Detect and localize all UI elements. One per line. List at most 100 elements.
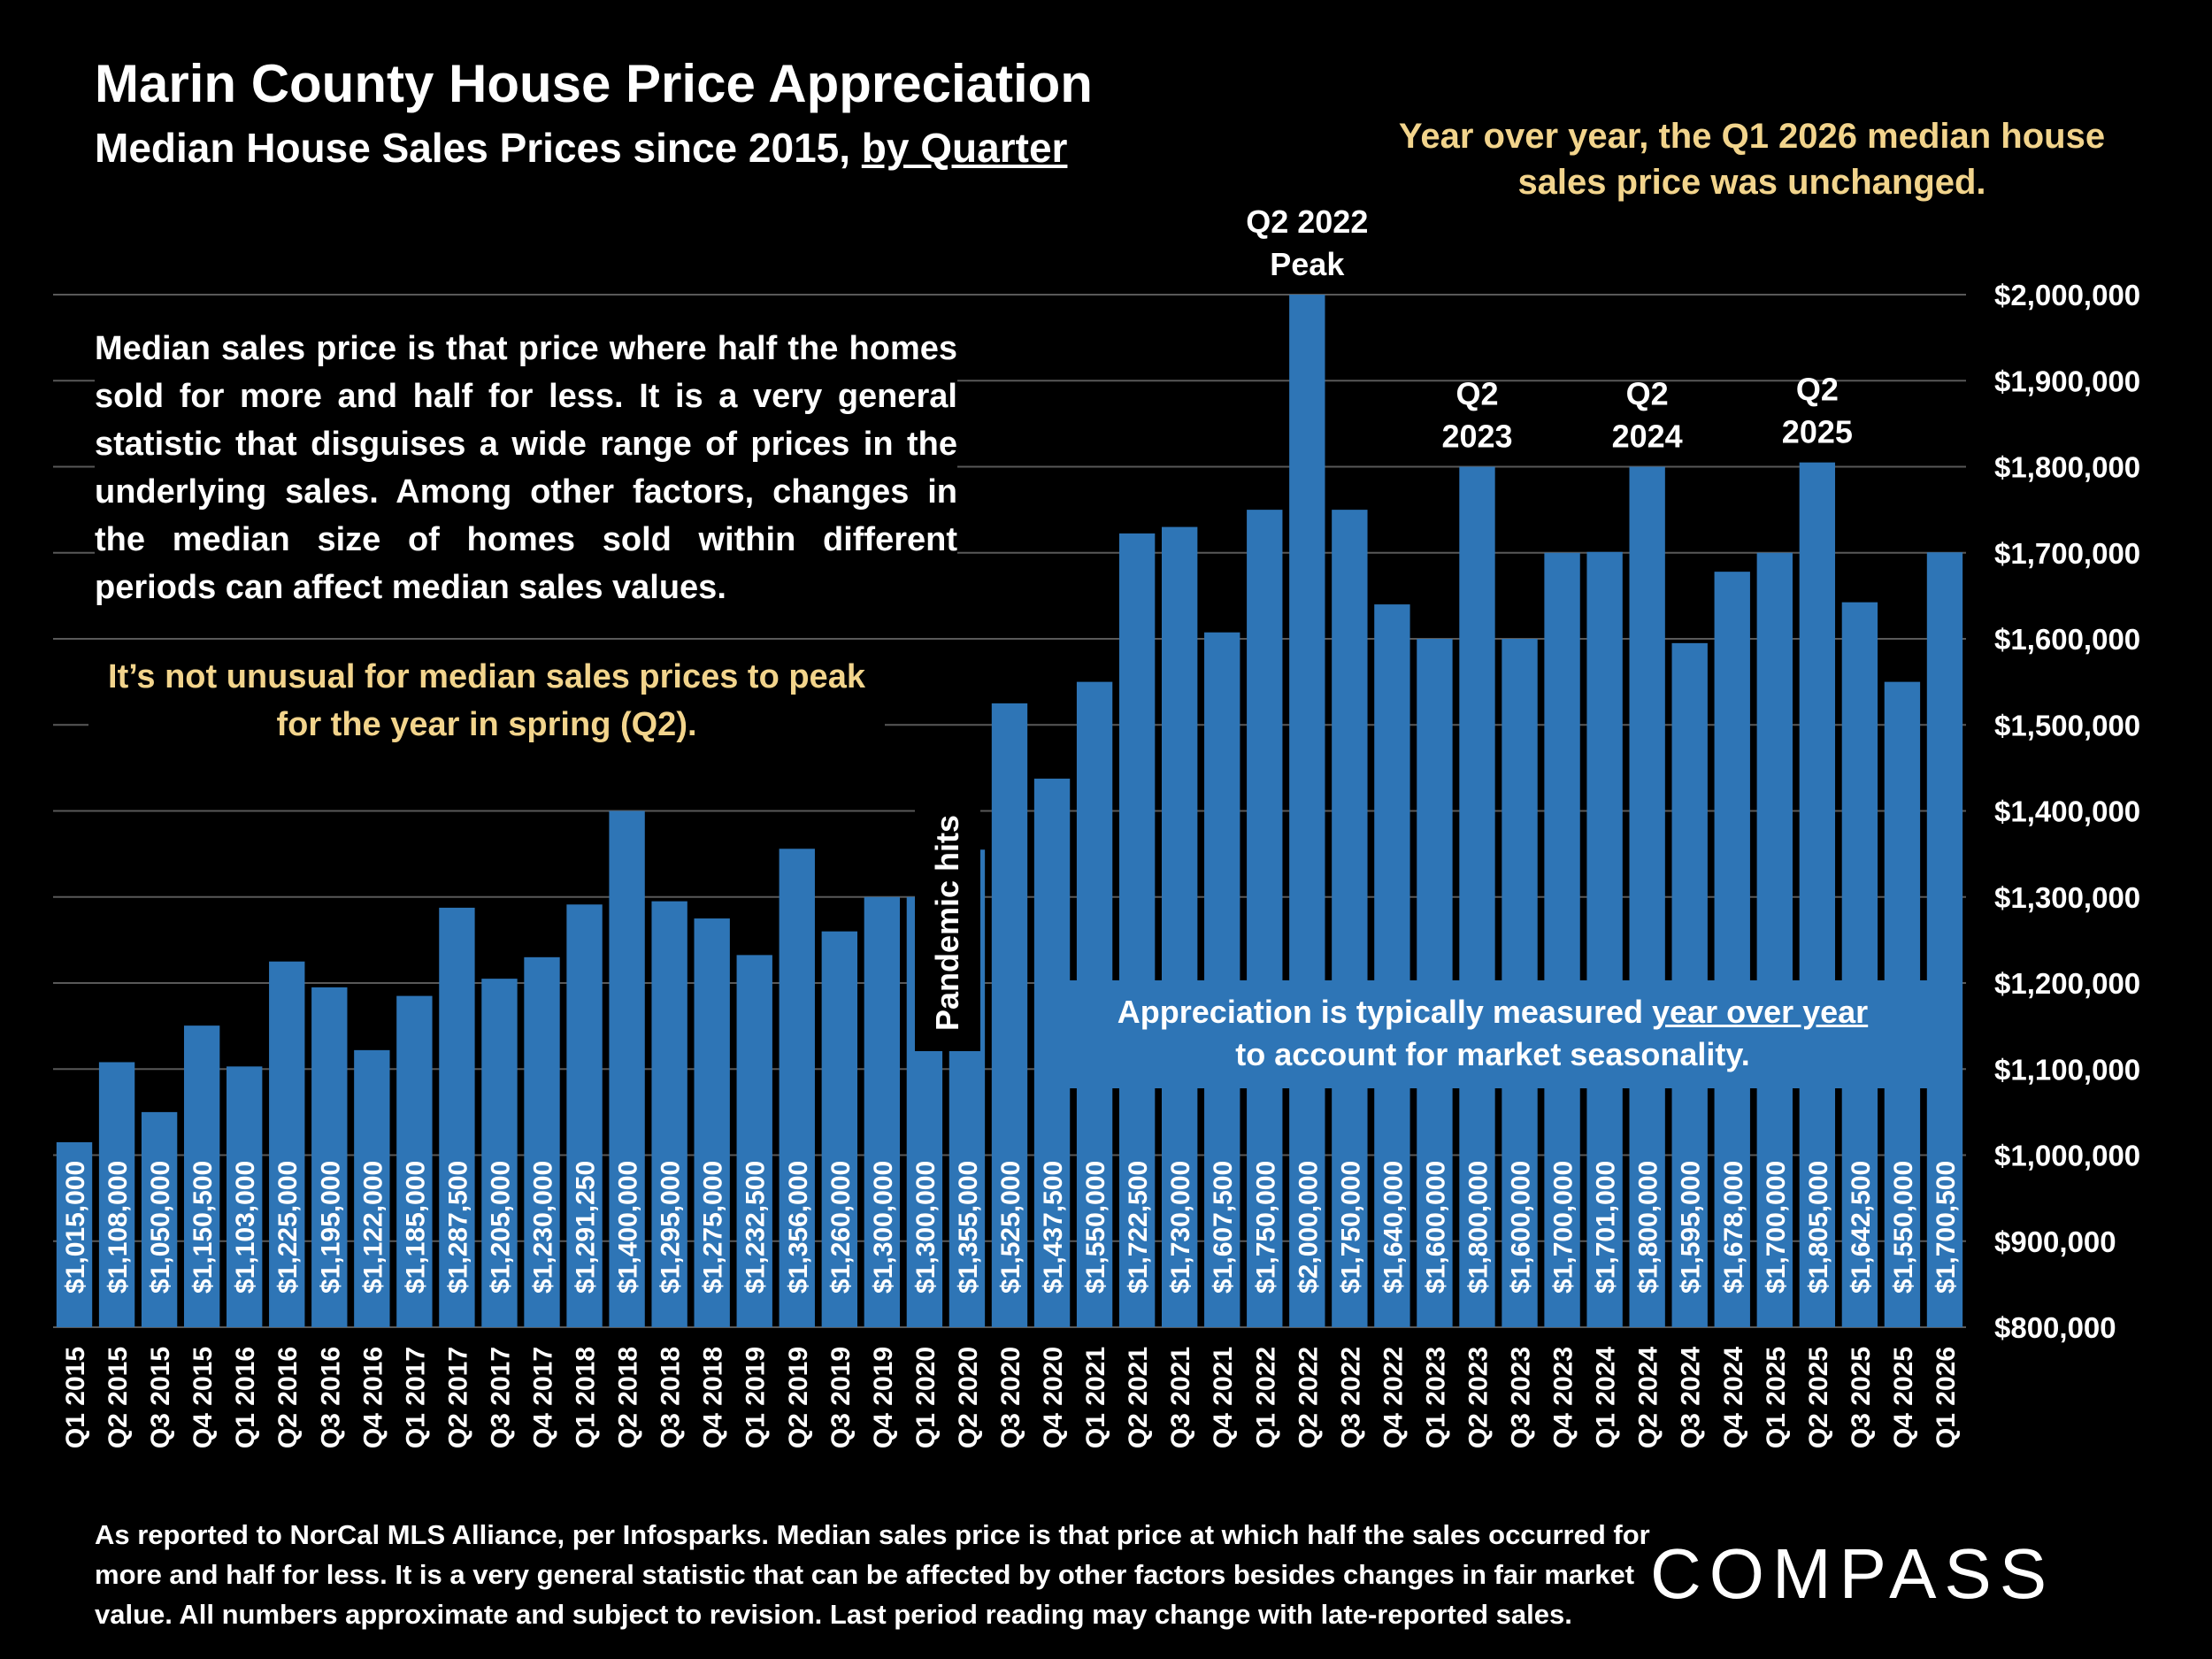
bar-value-label: $2,000,000 [1294, 1161, 1323, 1294]
bar-value-label: $1,607,500 [1209, 1161, 1238, 1294]
bar [1544, 552, 1580, 1327]
x-tick-label: Q4 2018 [699, 1347, 728, 1448]
bar [991, 703, 1028, 1327]
y-tick-label: $1,700,000 [1994, 537, 2140, 570]
x-tick-label: Q4 2024 [1719, 1347, 1748, 1448]
bar-value-label: $1,400,000 [614, 1161, 643, 1294]
appreciation-text-post: to account for market seasonality. [1235, 1036, 1750, 1072]
bar-value-label: $1,295,000 [657, 1161, 686, 1294]
x-tick-label: Q3 2023 [1507, 1347, 1536, 1448]
x-tick-label: Q2 2018 [614, 1347, 643, 1448]
bar-value-label: $1,678,000 [1719, 1161, 1748, 1294]
x-tick-label: Q4 2025 [1889, 1347, 1918, 1448]
bar [1247, 510, 1283, 1327]
bar [98, 1062, 135, 1327]
compass-logo: COMPASS [1650, 1534, 2055, 1613]
bar-value-label: $1,600,000 [1421, 1161, 1450, 1294]
y-tick-label: $1,000,000 [1994, 1140, 2140, 1172]
x-tick-label: Q4 2015 [188, 1347, 218, 1448]
bar [56, 1141, 93, 1327]
subtitle-text: Median House Sales Prices since 2015, [95, 125, 862, 171]
x-tick-label: Q2 2017 [443, 1347, 472, 1448]
y-tick-label: $1,500,000 [1994, 709, 2140, 741]
x-tick-label: Q1 2017 [401, 1347, 430, 1448]
subtitle-underlined: by Quarter [861, 125, 1068, 171]
bar-value-label: $1,356,000 [784, 1161, 813, 1294]
x-tick-label: Q3 2019 [826, 1347, 856, 1448]
bar-value-label: $1,230,000 [529, 1161, 558, 1294]
bar [1204, 632, 1240, 1327]
x-tick-label: Q3 2018 [657, 1347, 686, 1448]
x-tick-label: Q1 2026 [1932, 1347, 1961, 1448]
yoy-note: Year over year, the Q1 2026 median house… [1398, 117, 2106, 202]
x-tick-label: Q2 2022 [1294, 1347, 1323, 1448]
x-tick-label: Q3 2022 [1336, 1347, 1365, 1448]
x-tick-label: Q1 2025 [1762, 1347, 1791, 1448]
bar-value-label: $1,750,000 [1336, 1161, 1365, 1294]
x-tick-label: Q3 2024 [1677, 1347, 1706, 1448]
bar-value-label: $1,287,500 [443, 1161, 472, 1294]
x-tick-label: Q3 2015 [146, 1347, 175, 1448]
bar [1756, 552, 1793, 1327]
bar-value-label: $1,550,000 [1889, 1161, 1918, 1294]
x-tick-label: Q4 2023 [1549, 1347, 1578, 1448]
x-tick-label: Q3 2020 [996, 1347, 1025, 1448]
bar-value-label: $1,595,000 [1677, 1161, 1706, 1294]
bar-value-label: $1,300,000 [911, 1161, 941, 1294]
x-tick-label: Q3 2025 [1847, 1347, 1876, 1448]
bar [1161, 526, 1198, 1327]
bar [1629, 466, 1665, 1327]
bar [183, 1025, 220, 1327]
bar-value-label: $1,103,000 [231, 1161, 260, 1294]
y-tick-label: $1,900,000 [1994, 365, 2140, 397]
appreciation-text-pre: Appreciation is typically measured [1117, 994, 1652, 1030]
bar [651, 901, 687, 1327]
bar-value-label: $1,730,000 [1166, 1161, 1195, 1294]
x-tick-label: Q3 2017 [486, 1347, 515, 1448]
peak-annotations: Q2 2022 Peak Q2 2023 Q2 2024 Q2 2025 [1246, 204, 1853, 455]
bar-value-label: $1,355,000 [954, 1161, 983, 1294]
bar-value-label: $1,600,000 [1507, 1161, 1536, 1294]
bar-value-label: $1,800,000 [1463, 1161, 1493, 1294]
bar [779, 849, 815, 1327]
bar-value-label: $1,205,000 [486, 1161, 515, 1294]
bar-value-label: $1,640,000 [1379, 1161, 1408, 1294]
x-tick-label: Q1 2022 [1251, 1347, 1280, 1448]
bar-value-label: $1,232,500 [741, 1161, 771, 1294]
chart-title: Marin County House Price Appreciation [95, 54, 1093, 113]
appreciation-callout: Appreciation is typically measured year … [1050, 980, 1935, 1088]
peak-annotation: 2024 [1612, 419, 1683, 455]
bar [566, 904, 603, 1327]
bar [396, 995, 433, 1327]
bar [694, 918, 730, 1327]
y-tick-label: $1,300,000 [1994, 881, 2140, 914]
bar [141, 1111, 178, 1327]
peak-annotation: 2023 [1441, 419, 1512, 455]
peak-annotation: Peak [1270, 246, 1345, 282]
median-definition-note: Median sales price is that price where h… [95, 323, 957, 620]
bar-value-label: $1,800,000 [1634, 1161, 1663, 1294]
bar-value-label: $1,805,000 [1804, 1161, 1833, 1294]
bar [736, 955, 772, 1327]
source-footnote: As reported to NorCal MLS Alliance, per … [95, 1519, 1650, 1630]
bar-value-label: $1,108,000 [104, 1161, 133, 1294]
bar-value-label: $1,260,000 [826, 1161, 856, 1294]
x-tick-label: Q4 2020 [1039, 1347, 1068, 1448]
bar-value-label: $1,300,000 [869, 1161, 898, 1294]
x-tick-label: Q3 2016 [316, 1347, 345, 1448]
bar [864, 896, 901, 1327]
bar [1332, 510, 1368, 1327]
bar-value-label: $1,015,000 [61, 1161, 90, 1294]
bar-value-label: $1,291,250 [572, 1161, 601, 1294]
x-tick-label: Q2 2015 [104, 1347, 133, 1448]
pandemic-callout: Pandemic hits [915, 795, 980, 1051]
x-tick-label: Q4 2017 [529, 1347, 558, 1448]
peak-annotation: Q2 [1796, 372, 1839, 408]
x-axis-labels: Q1 2015 Q2 2015 Q3 2015 Q4 2015 Q1 2016 Q2 20… [61, 1347, 1961, 1448]
bar-value-label: $1,275,000 [699, 1161, 728, 1294]
x-tick-label: Q4 2021 [1209, 1347, 1238, 1448]
bar-value-label: $1,150,500 [188, 1161, 218, 1294]
bar [1841, 602, 1878, 1327]
bar [439, 907, 475, 1327]
bar-value-label: $1,550,000 [1081, 1161, 1110, 1294]
